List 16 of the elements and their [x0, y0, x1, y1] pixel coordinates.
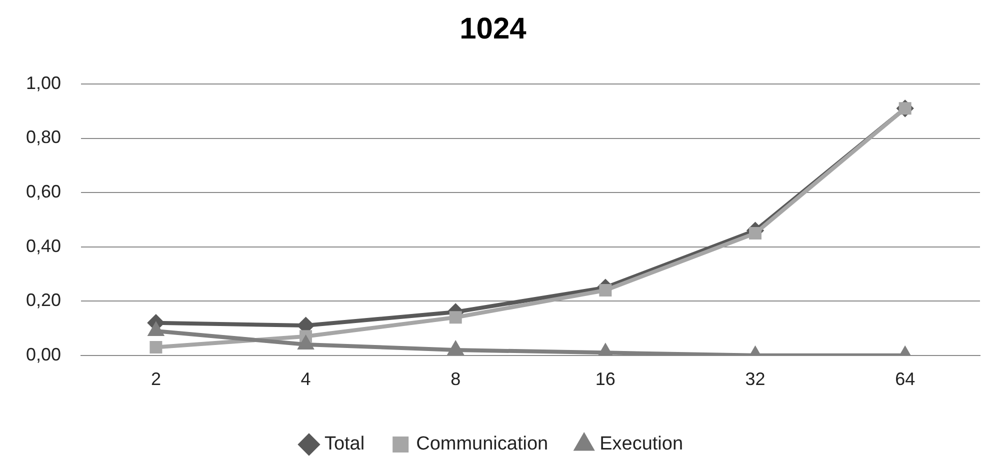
x-tick-label: 8: [450, 369, 461, 390]
x-tick-label: 32: [745, 369, 766, 390]
x-tick-label: 2: [150, 369, 161, 390]
legend-label: Total: [324, 434, 365, 455]
y-tick-label: 0,20: [26, 290, 62, 310]
y-tick-label: 1,00: [26, 72, 62, 93]
y-tick-label: 0,80: [26, 127, 62, 148]
x-tick-label: 4: [300, 369, 311, 390]
y-tick-label: 0,40: [26, 236, 62, 256]
y-tick-label: 0,00: [26, 344, 62, 364]
legend-label: Communication: [416, 434, 548, 455]
legend-label: Execution: [600, 434, 684, 455]
x-tick-label: 64: [895, 369, 916, 390]
y-tick-label: 0,60: [26, 182, 62, 202]
x-tick-label: 16: [595, 369, 616, 390]
chart-title: 1024: [460, 12, 527, 46]
